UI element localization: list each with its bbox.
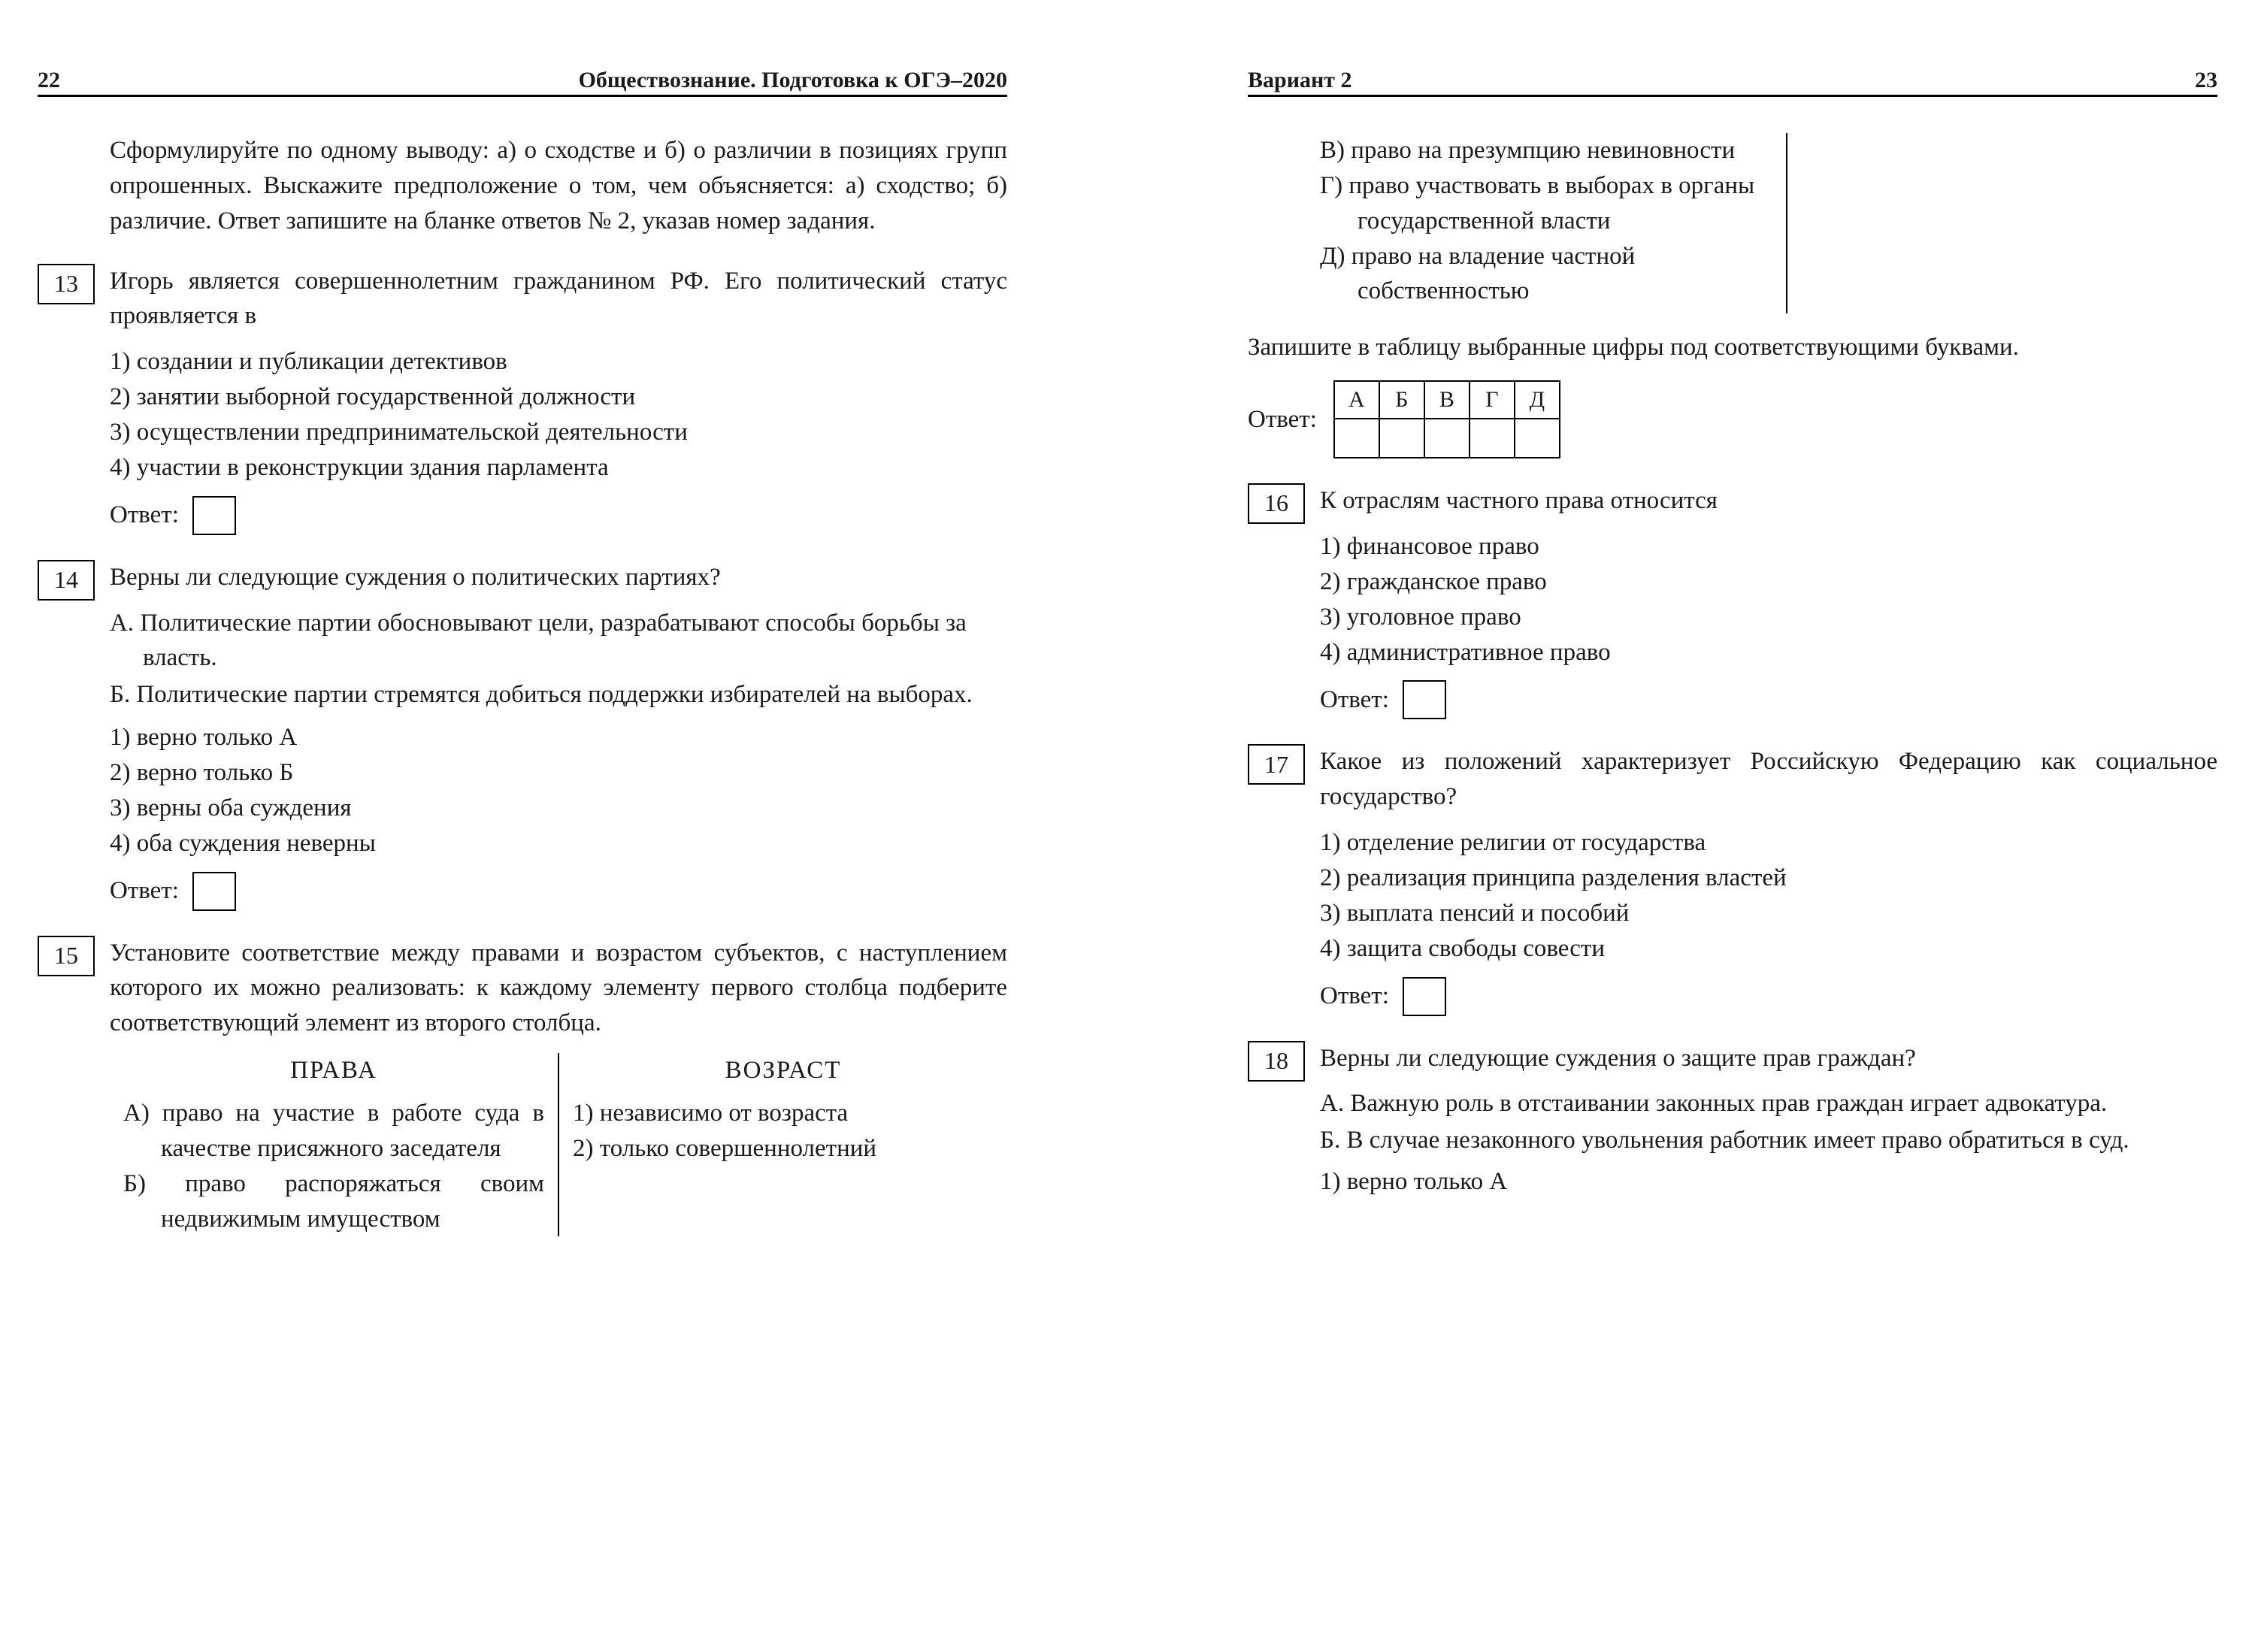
page-number-left: 22 bbox=[38, 68, 60, 93]
match-head-left: ПРАВА bbox=[123, 1053, 544, 1088]
match-left-item: Г) право участвовать в выборах в органы … bbox=[1320, 168, 1771, 239]
answer-row: Ответ: bbox=[1320, 680, 2217, 719]
running-head-right: Вариант 2 23 bbox=[1248, 68, 2217, 97]
options: 1) отделение религии от государства 2) р… bbox=[1320, 825, 2217, 966]
option: 2) реализация принципа разделения власте… bbox=[1320, 861, 2217, 896]
option: 3) осуществлении предпринимательской дея… bbox=[110, 415, 1007, 450]
statement: Б. Политические партии стремятся добитьс… bbox=[110, 677, 1007, 713]
grid-header: Б bbox=[1379, 381, 1424, 419]
question-18: 18 Верны ли следующие суждения о защите … bbox=[1248, 1041, 2217, 1200]
option: 2) гражданское право bbox=[1320, 564, 2217, 600]
answer-row: Ответ: bbox=[110, 496, 1007, 535]
question-text: Установите соответствие между правами и … bbox=[110, 936, 1007, 1042]
option: 4) административное право bbox=[1320, 635, 2217, 670]
grid-instruction: Запишите в таблицу выбранные цифры под с… bbox=[1248, 330, 2217, 365]
option: 2) верно только Б bbox=[110, 755, 1007, 791]
option: 4) участии в реконструкции здания парлам… bbox=[110, 450, 1007, 486]
match-head-right: ВОЗРАСТ bbox=[573, 1053, 994, 1088]
running-title-right: Вариант 2 bbox=[1248, 68, 1352, 93]
answer-label: Ответ: bbox=[110, 873, 179, 909]
options: 1) верно только А 2) верно только Б 3) в… bbox=[110, 720, 1007, 861]
question-17: 17 Какое из положений характеризует Росс… bbox=[1248, 744, 2217, 1015]
option: 4) защита свободы совести bbox=[1320, 931, 2217, 967]
options: 1) создании и публикации детективов 2) з… bbox=[110, 344, 1007, 485]
answer-box[interactable] bbox=[1403, 977, 1446, 1016]
answer-box[interactable] bbox=[192, 496, 236, 535]
option: 3) уголовное право bbox=[1320, 600, 2217, 635]
match-left-item: Д) право на владение частной собственнос… bbox=[1320, 239, 1771, 310]
question-number: 17 bbox=[1248, 744, 1305, 785]
options: 1) верно только А bbox=[1320, 1164, 2217, 1200]
question-13: 13 Игорь является совершеннолетним гражд… bbox=[38, 264, 1007, 535]
running-head-left: 22 Обществознание. Подготовка к ОГЭ–2020 bbox=[38, 68, 1007, 97]
running-title-left: Обществознание. Подготовка к ОГЭ–2020 bbox=[579, 68, 1007, 93]
question-text: Верны ли следующие суждения о политическ… bbox=[110, 560, 1007, 595]
question-number: 14 bbox=[38, 560, 95, 601]
answer-label: Ответ: bbox=[110, 498, 179, 533]
match-right-item: 1) независимо от возраста bbox=[573, 1096, 994, 1131]
question-number: 15 bbox=[38, 936, 95, 976]
grid-cell[interactable] bbox=[1470, 419, 1515, 458]
question-number: 18 bbox=[1248, 1041, 1305, 1082]
question-text: Игорь является совершеннолетним граждани… bbox=[110, 264, 1007, 334]
question-16: 16 К отраслям частного права относится 1… bbox=[1248, 483, 2217, 719]
option: 2) занятии выборной государственной долж… bbox=[110, 380, 1007, 415]
option: 1) отделение религии от государства bbox=[1320, 825, 2217, 861]
option: 1) создании и публикации детективов bbox=[110, 344, 1007, 380]
page-right: Вариант 2 23 В) право на презумпцию неви… bbox=[1128, 0, 2255, 1652]
grid-header: Д bbox=[1515, 381, 1560, 419]
page-spread: 22 Обществознание. Подготовка к ОГЭ–2020… bbox=[0, 0, 2255, 1652]
answer-row: Ответ: bbox=[1320, 977, 2217, 1016]
question-text: Верны ли следующие суждения о защите пра… bbox=[1320, 1041, 2217, 1076]
option: 1) финансовое право bbox=[1320, 529, 2217, 564]
grid-header: А bbox=[1334, 381, 1379, 419]
answer-grid-table: А Б В Г Д bbox=[1333, 380, 1560, 458]
match-right-item: 2) только совершеннолетний bbox=[573, 1131, 994, 1166]
grid-cell[interactable] bbox=[1424, 419, 1470, 458]
question-text: К отраслям частного права относится bbox=[1320, 483, 2217, 519]
answer-box[interactable] bbox=[192, 872, 236, 911]
q15-continuation: В) право на презумпцию невиновности Г) п… bbox=[1320, 133, 1787, 313]
statement: А. Важную роль в отстаивании законных пр… bbox=[1320, 1086, 2217, 1121]
statement: Б. В случае незаконного увольнения работ… bbox=[1320, 1123, 2217, 1158]
question-14: 14 Верны ли следующие суждения о политич… bbox=[38, 560, 1007, 911]
grid-cell[interactable] bbox=[1515, 419, 1560, 458]
page-left: 22 Обществознание. Подготовка к ОГЭ–2020… bbox=[0, 0, 1128, 1652]
option: 1) верно только А bbox=[110, 720, 1007, 755]
answer-grid: Ответ: А Б В Г Д bbox=[1248, 380, 2217, 458]
question-number: 16 bbox=[1248, 483, 1305, 524]
grid-cell[interactable] bbox=[1334, 419, 1379, 458]
option: 1) верно только А bbox=[1320, 1164, 2217, 1200]
grid-header: Г bbox=[1470, 381, 1515, 419]
options: 1) финансовое право 2) гражданское право… bbox=[1320, 529, 2217, 670]
answer-label: Ответ: bbox=[1248, 402, 1317, 437]
question-15: 15 Установите соответствие между правами… bbox=[38, 936, 1007, 1237]
answer-label: Ответ: bbox=[1320, 979, 1389, 1014]
match-left-item: Б) право распоряжаться своим недвижимым … bbox=[123, 1166, 544, 1237]
option: 3) верны оба суждения bbox=[110, 791, 1007, 826]
grid-header: В bbox=[1424, 381, 1470, 419]
intro-paragraph: Сформулируйте по одному выводу: а) о схо… bbox=[38, 133, 1007, 239]
answer-row: Ответ: bbox=[110, 872, 1007, 911]
question-number: 13 bbox=[38, 264, 95, 304]
page-number-right: 23 bbox=[2195, 68, 2217, 93]
statement: А. Политические партии обосновывают цели… bbox=[110, 606, 1007, 676]
grid-cell[interactable] bbox=[1379, 419, 1424, 458]
option: 4) оба суждения неверны bbox=[110, 826, 1007, 861]
option: 3) выплата пенсий и пособий bbox=[1320, 896, 2217, 931]
question-text: Какое из положений характеризует Российс… bbox=[1320, 744, 2217, 815]
match-left-item: В) право на презумпцию невиновности bbox=[1320, 133, 1771, 168]
match-left-item: А) право на участие в работе суда в каче… bbox=[123, 1096, 544, 1166]
match-table: ПРАВА ВОЗРАСТ А) право на участие в рабо… bbox=[110, 1053, 1007, 1236]
answer-label: Ответ: bbox=[1320, 682, 1389, 718]
answer-box[interactable] bbox=[1403, 680, 1446, 719]
